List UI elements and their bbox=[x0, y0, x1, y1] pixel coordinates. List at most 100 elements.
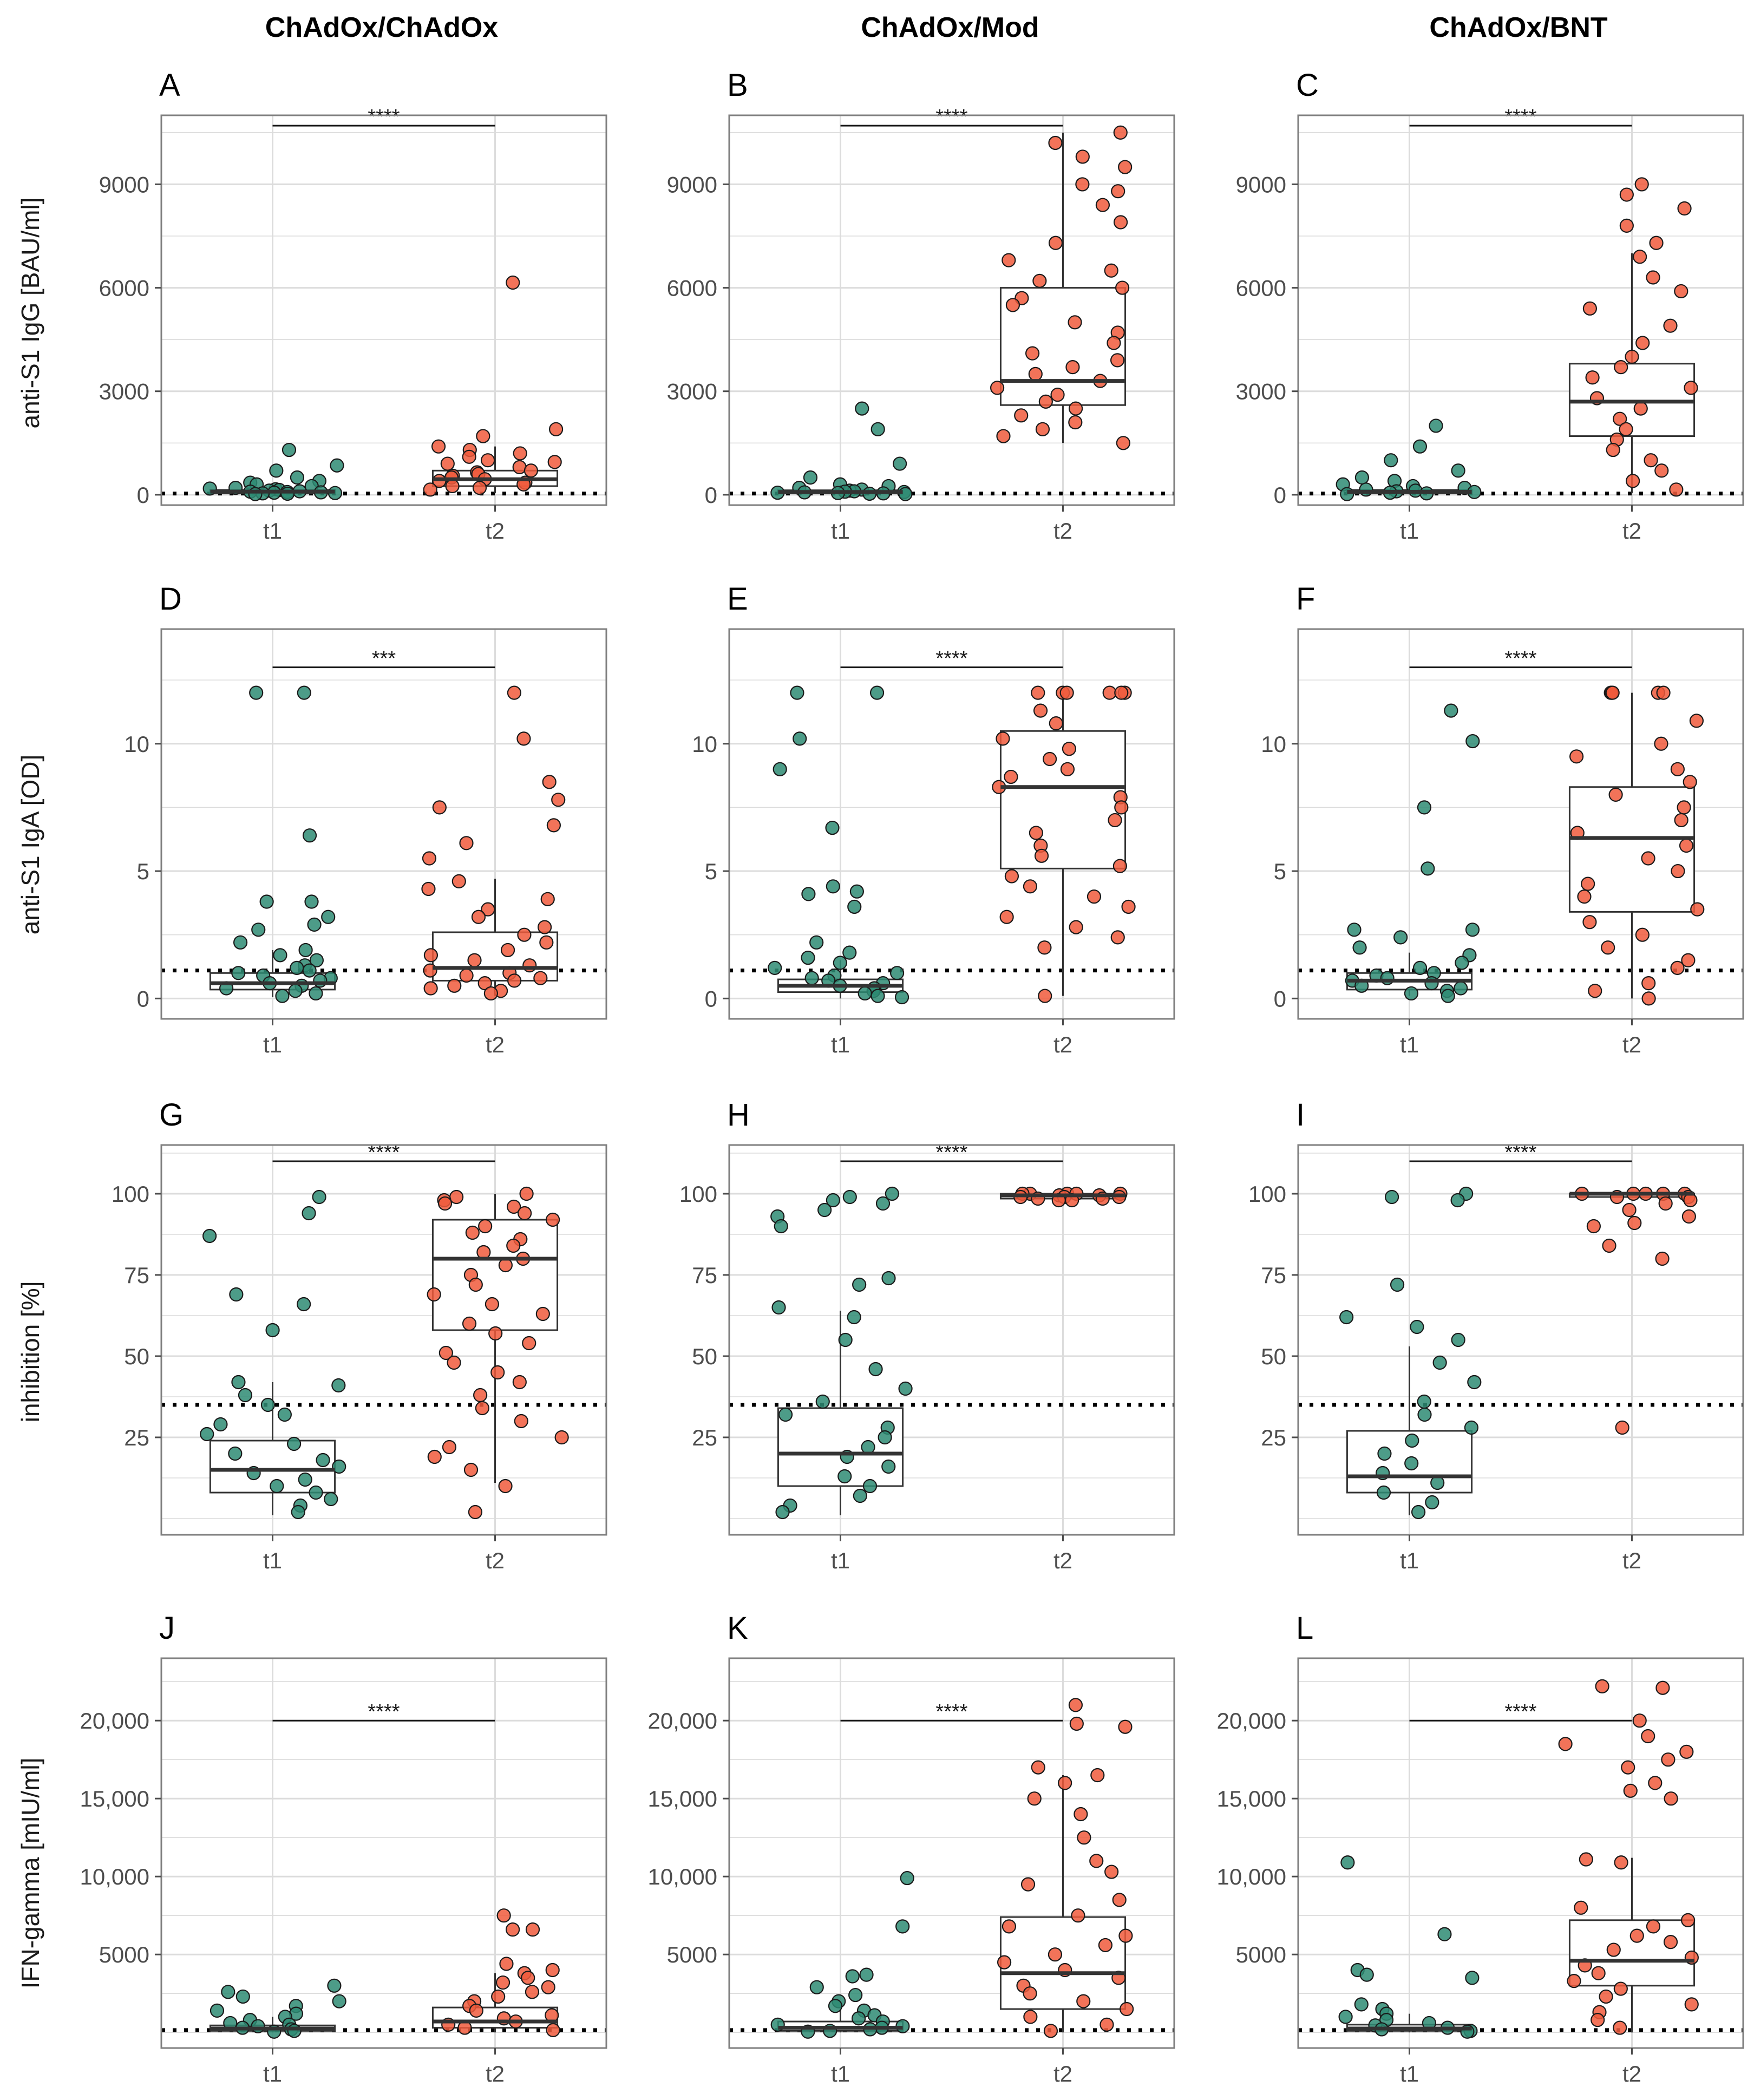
x-tick-label-t1: t1 bbox=[1400, 1032, 1419, 1057]
data-point-t1 bbox=[768, 960, 782, 975]
data-point-t2 bbox=[1599, 1989, 1613, 2004]
data-point-t2 bbox=[507, 685, 521, 700]
data-point-t2 bbox=[507, 1199, 521, 1214]
data-point-t2 bbox=[1664, 1791, 1678, 1806]
data-point-t1 bbox=[875, 1196, 891, 1211]
data-point-t1 bbox=[1340, 487, 1354, 501]
data-point-t1 bbox=[881, 1271, 896, 1286]
data-point-t2 bbox=[1591, 1966, 1606, 1980]
data-point-t2 bbox=[1089, 1854, 1104, 1868]
data-point-t1 bbox=[1455, 956, 1469, 970]
data-point-t1 bbox=[297, 685, 311, 700]
data-point-t1 bbox=[1405, 1433, 1419, 1448]
data-point-t1 bbox=[1417, 800, 1432, 815]
data-point-t2 bbox=[1065, 360, 1080, 375]
data-point-t1 bbox=[1465, 1971, 1480, 1985]
data-point-t1 bbox=[1393, 930, 1408, 945]
data-point-t1 bbox=[804, 971, 819, 985]
data-point-t2 bbox=[1060, 762, 1075, 776]
data-point-t1 bbox=[229, 1287, 244, 1302]
data-point-t2 bbox=[1654, 463, 1669, 478]
data-point-t2 bbox=[1619, 422, 1633, 436]
y-tick-label: 3000 bbox=[667, 379, 717, 404]
data-point-t2 bbox=[1671, 863, 1685, 879]
data-point-t2 bbox=[1654, 736, 1668, 751]
data-point-t2 bbox=[1670, 762, 1685, 776]
data-point-t1 bbox=[851, 2011, 866, 2026]
data-point-t2 bbox=[1558, 1737, 1573, 1751]
y-tick-label: 10,000 bbox=[648, 1864, 717, 1889]
data-point-t1 bbox=[1352, 940, 1367, 955]
panel-letter: I bbox=[1296, 1097, 1305, 1133]
ylabel-inhibition: inhibition [%] bbox=[16, 1281, 44, 1423]
data-point-t2 bbox=[1690, 902, 1705, 917]
data-point-t2 bbox=[476, 429, 490, 443]
data-point-t1 bbox=[871, 422, 885, 436]
data-point-t1 bbox=[277, 1407, 292, 1422]
data-point-t2 bbox=[1613, 411, 1627, 426]
x-tick-label-t1: t1 bbox=[1400, 1548, 1419, 1573]
data-point-t1 bbox=[1354, 1997, 1369, 2012]
data-point-t1 bbox=[1384, 453, 1398, 468]
data-point-t2 bbox=[478, 1219, 493, 1234]
data-point-t1 bbox=[837, 1469, 852, 1484]
data-point-t1 bbox=[790, 685, 804, 700]
y-tick-label: 20,000 bbox=[648, 1708, 717, 1733]
panel-letter: A bbox=[159, 68, 180, 103]
significance-label: **** bbox=[1504, 1700, 1536, 1723]
data-point-t2 bbox=[1644, 453, 1658, 468]
data-point-t2 bbox=[542, 775, 557, 789]
data-point-t1 bbox=[251, 923, 266, 937]
x-tick-label-t2: t2 bbox=[486, 1032, 505, 1057]
data-point-t1 bbox=[213, 1417, 228, 1432]
data-point-t1 bbox=[842, 1189, 857, 1205]
data-point-t2 bbox=[1090, 1768, 1105, 1783]
data-point-t1 bbox=[302, 828, 317, 843]
data-point-t1 bbox=[321, 910, 336, 924]
data-point-t2 bbox=[1113, 125, 1128, 140]
data-point-t2 bbox=[545, 1962, 560, 1978]
data-point-t2 bbox=[539, 935, 554, 950]
data-point-t1 bbox=[1441, 989, 1455, 1003]
data-point-t2 bbox=[990, 381, 1005, 395]
column-title-chadox-mod: ChAdOx/Mod bbox=[861, 12, 1039, 43]
panel-border bbox=[160, 628, 607, 1020]
data-point-t2 bbox=[1038, 989, 1052, 1003]
data-point-t2 bbox=[1655, 1680, 1670, 1695]
data-point-t1 bbox=[221, 1985, 235, 1999]
data-point-t1 bbox=[309, 1485, 323, 1500]
data-point-t2 bbox=[475, 1401, 489, 1416]
data-point-t2 bbox=[546, 818, 561, 833]
data-point-t2 bbox=[1577, 889, 1592, 904]
data-point-t1 bbox=[1432, 1355, 1447, 1370]
data-point-t2 bbox=[490, 1365, 505, 1380]
data-point-t2 bbox=[519, 1186, 534, 1201]
data-point-t1 bbox=[801, 887, 816, 901]
x-tick-label-t2: t2 bbox=[1053, 2061, 1072, 2086]
data-point-t2 bbox=[1115, 280, 1130, 295]
data-point-t2 bbox=[423, 948, 439, 963]
y-tick-label: 5 bbox=[1274, 859, 1286, 884]
panel-B: **** 0 3000 6000 9000 t1 t2 B bbox=[667, 68, 1175, 544]
y-tick-label: 100 bbox=[1248, 1181, 1286, 1207]
y-tick-label: 6000 bbox=[667, 276, 717, 301]
panel-border bbox=[160, 1144, 607, 1536]
data-point-t2 bbox=[469, 2003, 483, 2018]
data-point-t2 bbox=[1619, 187, 1634, 202]
y-tick-label: 75 bbox=[1261, 1262, 1286, 1288]
data-point-t2 bbox=[1002, 253, 1016, 267]
data-point-t2 bbox=[427, 1449, 442, 1464]
panel-border bbox=[728, 628, 1175, 1020]
data-point-t2 bbox=[1683, 1193, 1698, 1208]
data-point-t2 bbox=[1023, 2010, 1038, 2024]
data-point-t1 bbox=[778, 1407, 793, 1422]
x-tick-label-t2: t2 bbox=[486, 518, 505, 544]
y-tick-label: 10 bbox=[1261, 731, 1286, 757]
data-point-t1 bbox=[228, 1446, 243, 1461]
data-point-t1 bbox=[847, 1310, 861, 1325]
data-point-t2 bbox=[500, 943, 515, 958]
data-point-t2 bbox=[521, 1971, 535, 1985]
panel-background bbox=[1298, 115, 1743, 505]
y-tick-label: 5000 bbox=[99, 1942, 149, 1967]
panel-border bbox=[1297, 628, 1744, 1020]
